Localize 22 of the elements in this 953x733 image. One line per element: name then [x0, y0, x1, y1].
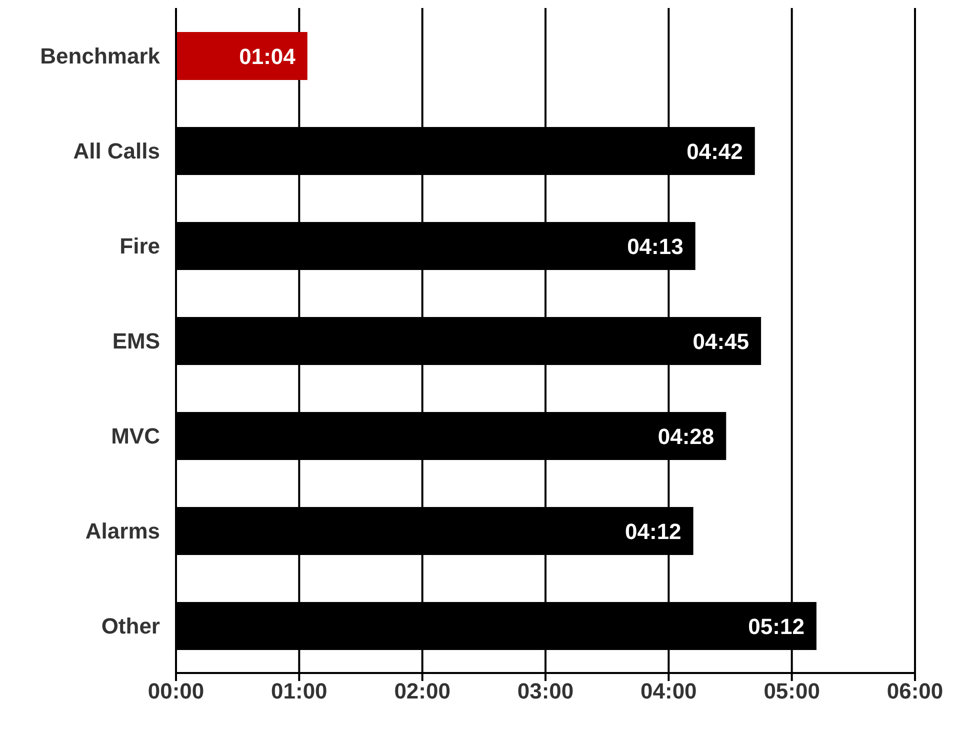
data-label: 04:13 [627, 234, 684, 259]
x-tick-label: 03:00 [517, 678, 574, 704]
data-label: 04:12 [625, 518, 682, 544]
y-tick-label: All Calls [73, 138, 160, 164]
x-tick-label: 04:00 [640, 678, 697, 704]
y-tick-label: Fire [120, 233, 160, 258]
x-tick-label: 01:00 [271, 678, 328, 704]
x-tick-label: 06:00 [886, 678, 944, 704]
data-label: 01:04 [239, 44, 296, 69]
data-label: 04:28 [658, 424, 714, 449]
data-label: 04:45 [692, 328, 750, 354]
x-tick-label: 02:00 [394, 678, 450, 704]
y-tick-label: MVC [111, 423, 160, 448]
y-tick-label: Alarms [85, 518, 160, 544]
data-label: 04:42 [686, 138, 743, 164]
y-tick-label: Other [101, 613, 160, 638]
bar [176, 32, 308, 80]
y-tick-label: Benchmark [40, 43, 161, 68]
data-label: 05:12 [748, 614, 804, 639]
x-tick-label: 00:00 [148, 678, 204, 704]
y-tick-label: EMS [112, 328, 160, 354]
x-tick-label: 05:00 [764, 678, 820, 704]
